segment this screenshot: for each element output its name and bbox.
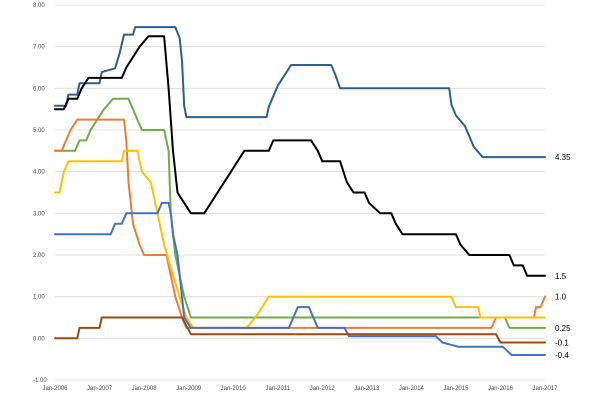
series-end-label: -0.4 [555, 351, 569, 360]
series-line [54, 201, 546, 356]
y-axis-tick-labels: -1.00 0.00 1.00 2.00 3.00 4.00 5.00 6.00 7.00 8.0… [33, 3, 47, 384]
y-tick-label: 7.00 [33, 45, 45, 51]
x-axis-tick-labels: Jan-2006 Jan-2007 Jan-2008 Jan-2009 Jan-2010… [42, 386, 558, 392]
x-tick-label: Jan-2015 [443, 386, 469, 392]
x-tick-label: Jan-2009 [176, 386, 202, 392]
series-end-label: -0.1 [555, 339, 569, 348]
y-tick-label: 8.00 [33, 3, 45, 9]
y-tick-label: 3.00 [33, 211, 45, 217]
x-tick-label: Jan-2016 [488, 386, 514, 392]
series-end-label: 0.25 [555, 324, 571, 333]
y-tick-label: 4.00 [33, 170, 45, 176]
series-end-label: 1.0 [555, 293, 567, 302]
series-line [54, 35, 546, 277]
series-line [54, 316, 546, 344]
series-line [54, 149, 546, 329]
x-tick-label: Jan-2012 [310, 386, 336, 392]
gridlines [55, 4, 545, 381]
series-lines [54, 26, 546, 356]
x-tick-label: Jan-2006 [42, 386, 68, 392]
x-tick-label: Jan-2011 [265, 386, 290, 392]
y-tick-label: 6.00 [33, 86, 45, 92]
series-end-labels: 4.35 1.5 0.25 1.0 -0.4 -0.1 [555, 153, 571, 360]
x-tick-label: Jan-2007 [87, 386, 113, 392]
series-end-label: 4.35 [555, 153, 571, 162]
x-tick-label: Jan-2017 [532, 386, 558, 392]
y-tick-label: 2.00 [33, 253, 45, 259]
y-tick-label: 1.00 [33, 295, 45, 301]
y-tick-label: 0.00 [33, 336, 45, 342]
x-tick-label: Jan-2008 [132, 386, 158, 392]
y-tick-label: -1.00 [33, 378, 47, 384]
x-tick-label: Jan-2013 [354, 386, 380, 392]
y-tick-label: 5.00 [33, 128, 45, 134]
x-tick-label: Jan-2010 [221, 386, 247, 392]
x-tick-label: Jan-2014 [399, 386, 425, 392]
series-end-label: 1.5 [555, 272, 567, 281]
